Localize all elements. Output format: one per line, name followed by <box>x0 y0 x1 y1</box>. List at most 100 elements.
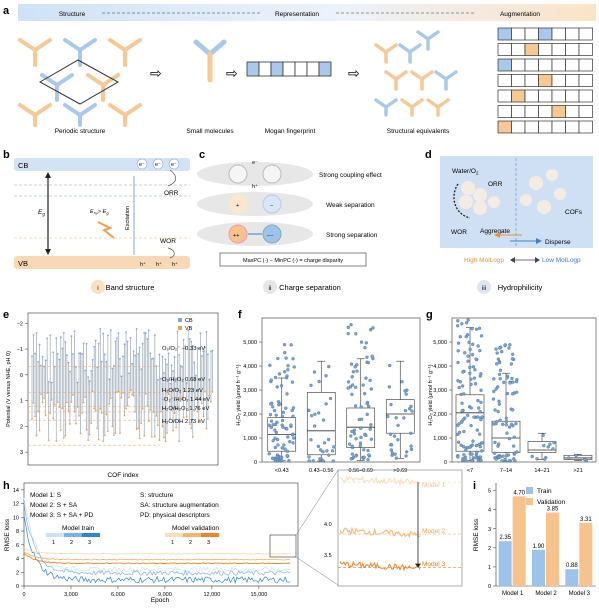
data-point <box>548 442 552 446</box>
data-point <box>507 425 512 429</box>
cb-point <box>93 345 96 348</box>
cb-point <box>84 369 86 372</box>
panel-d-letter: d <box>425 149 432 161</box>
panel-i: i 0 1 2 3 4 5 2.35 4.70 Model 1 1.90 3.85 Model 2 0.… <box>473 480 596 597</box>
svg-text:h⁺: h⁺ <box>140 261 146 268</box>
vb-point <box>140 422 143 425</box>
bar-value-label: 3.31 <box>580 517 592 523</box>
xtick-label: 6,000 <box>111 592 125 598</box>
svg-text:2: 2 <box>189 540 192 546</box>
cb-point <box>70 335 73 338</box>
data-point <box>466 318 470 322</box>
vb-point <box>163 436 165 439</box>
ytick-label: 1 <box>488 565 491 571</box>
data-point <box>476 398 480 403</box>
fingerprint-cell <box>538 120 553 134</box>
data-point <box>271 456 275 461</box>
svg-text:−: − <box>270 203 273 209</box>
cb-point <box>132 350 135 353</box>
vb-point <box>200 402 203 405</box>
cb-point <box>69 370 71 373</box>
vb-point <box>52 417 55 420</box>
data-point <box>456 423 460 428</box>
data-point <box>478 455 483 459</box>
vb-point <box>143 434 146 437</box>
bar-value-label: 0.88 <box>566 563 578 569</box>
panel-e-letter: e <box>3 309 9 321</box>
cb-point <box>125 331 127 333</box>
loss-curve <box>23 502 291 577</box>
data-point <box>478 445 482 449</box>
panel-f-boxplot: 0 1,000 2,000 3,000 4,000 5,000 <0.43 0.43–0.56… <box>243 317 421 474</box>
data-point <box>290 380 295 384</box>
ref-level-label: H₂O/H₂O₂ 1.76 eV <box>162 406 209 412</box>
data-point <box>358 441 363 445</box>
data-point <box>324 402 328 406</box>
data-point <box>494 422 498 426</box>
cb-point <box>197 378 200 381</box>
data-point <box>467 340 471 345</box>
vb-point <box>53 403 56 406</box>
data-point <box>471 439 475 443</box>
data-point <box>493 440 497 445</box>
data-point <box>501 422 505 426</box>
data-point <box>275 437 280 442</box>
data-point <box>271 439 275 443</box>
data-point <box>346 386 350 390</box>
vb-point <box>81 412 83 414</box>
vb-point <box>131 393 134 396</box>
cb-point <box>111 367 114 370</box>
data-point <box>460 409 464 413</box>
loss-curve <box>23 497 291 573</box>
data-point <box>359 405 363 409</box>
augmented-fingerprints <box>497 27 593 134</box>
fingerprint-cell <box>497 89 512 103</box>
data-point <box>280 458 284 463</box>
cb-point <box>169 382 171 385</box>
data-point <box>479 400 483 405</box>
data-point <box>361 383 365 387</box>
vb-point <box>178 440 181 443</box>
vb-point <box>106 430 109 433</box>
ytick-label: 3,000 <box>433 388 447 394</box>
fingerprint-cell <box>511 43 526 56</box>
fingerprint-cell <box>538 58 553 72</box>
bar-validation <box>512 496 526 586</box>
data-point <box>476 344 480 348</box>
vb-point <box>116 391 118 394</box>
cb-point <box>175 377 177 380</box>
cb-point <box>158 353 161 356</box>
vb-point <box>120 396 123 399</box>
data-point <box>493 451 497 455</box>
charge-disparity-box <box>219 252 367 267</box>
cb-point <box>85 342 88 345</box>
inset-model-3: Model 3 <box>422 561 446 568</box>
data-point <box>507 346 511 350</box>
data-point <box>456 360 460 365</box>
cb-point <box>204 346 206 349</box>
data-point <box>288 439 292 444</box>
caption-band-structure: Band structure <box>106 283 155 292</box>
data-point <box>316 411 321 415</box>
svg-text:3: 3 <box>88 540 91 546</box>
fingerprint-cell <box>551 43 566 56</box>
cb-point <box>163 372 165 374</box>
data-point <box>456 319 460 323</box>
vb-point <box>126 404 129 407</box>
data-point <box>504 423 508 427</box>
data-point <box>478 409 482 414</box>
vb-point <box>46 391 49 394</box>
vb-point <box>70 400 73 403</box>
vb-point <box>109 397 112 400</box>
ref-level-label: O₂/H₂O₂ 0.68 eV <box>162 377 205 383</box>
panel-h-letter: h <box>3 480 10 492</box>
fingerprint-cell <box>565 120 580 134</box>
cb-point <box>167 352 170 355</box>
svg-text:2: 2 <box>70 540 73 546</box>
vb-point <box>146 405 149 407</box>
data-point <box>403 408 408 413</box>
cb-point <box>138 346 141 349</box>
xtick-label: 3,000 <box>64 592 78 598</box>
data-point <box>355 369 359 373</box>
cb-point <box>91 358 94 361</box>
